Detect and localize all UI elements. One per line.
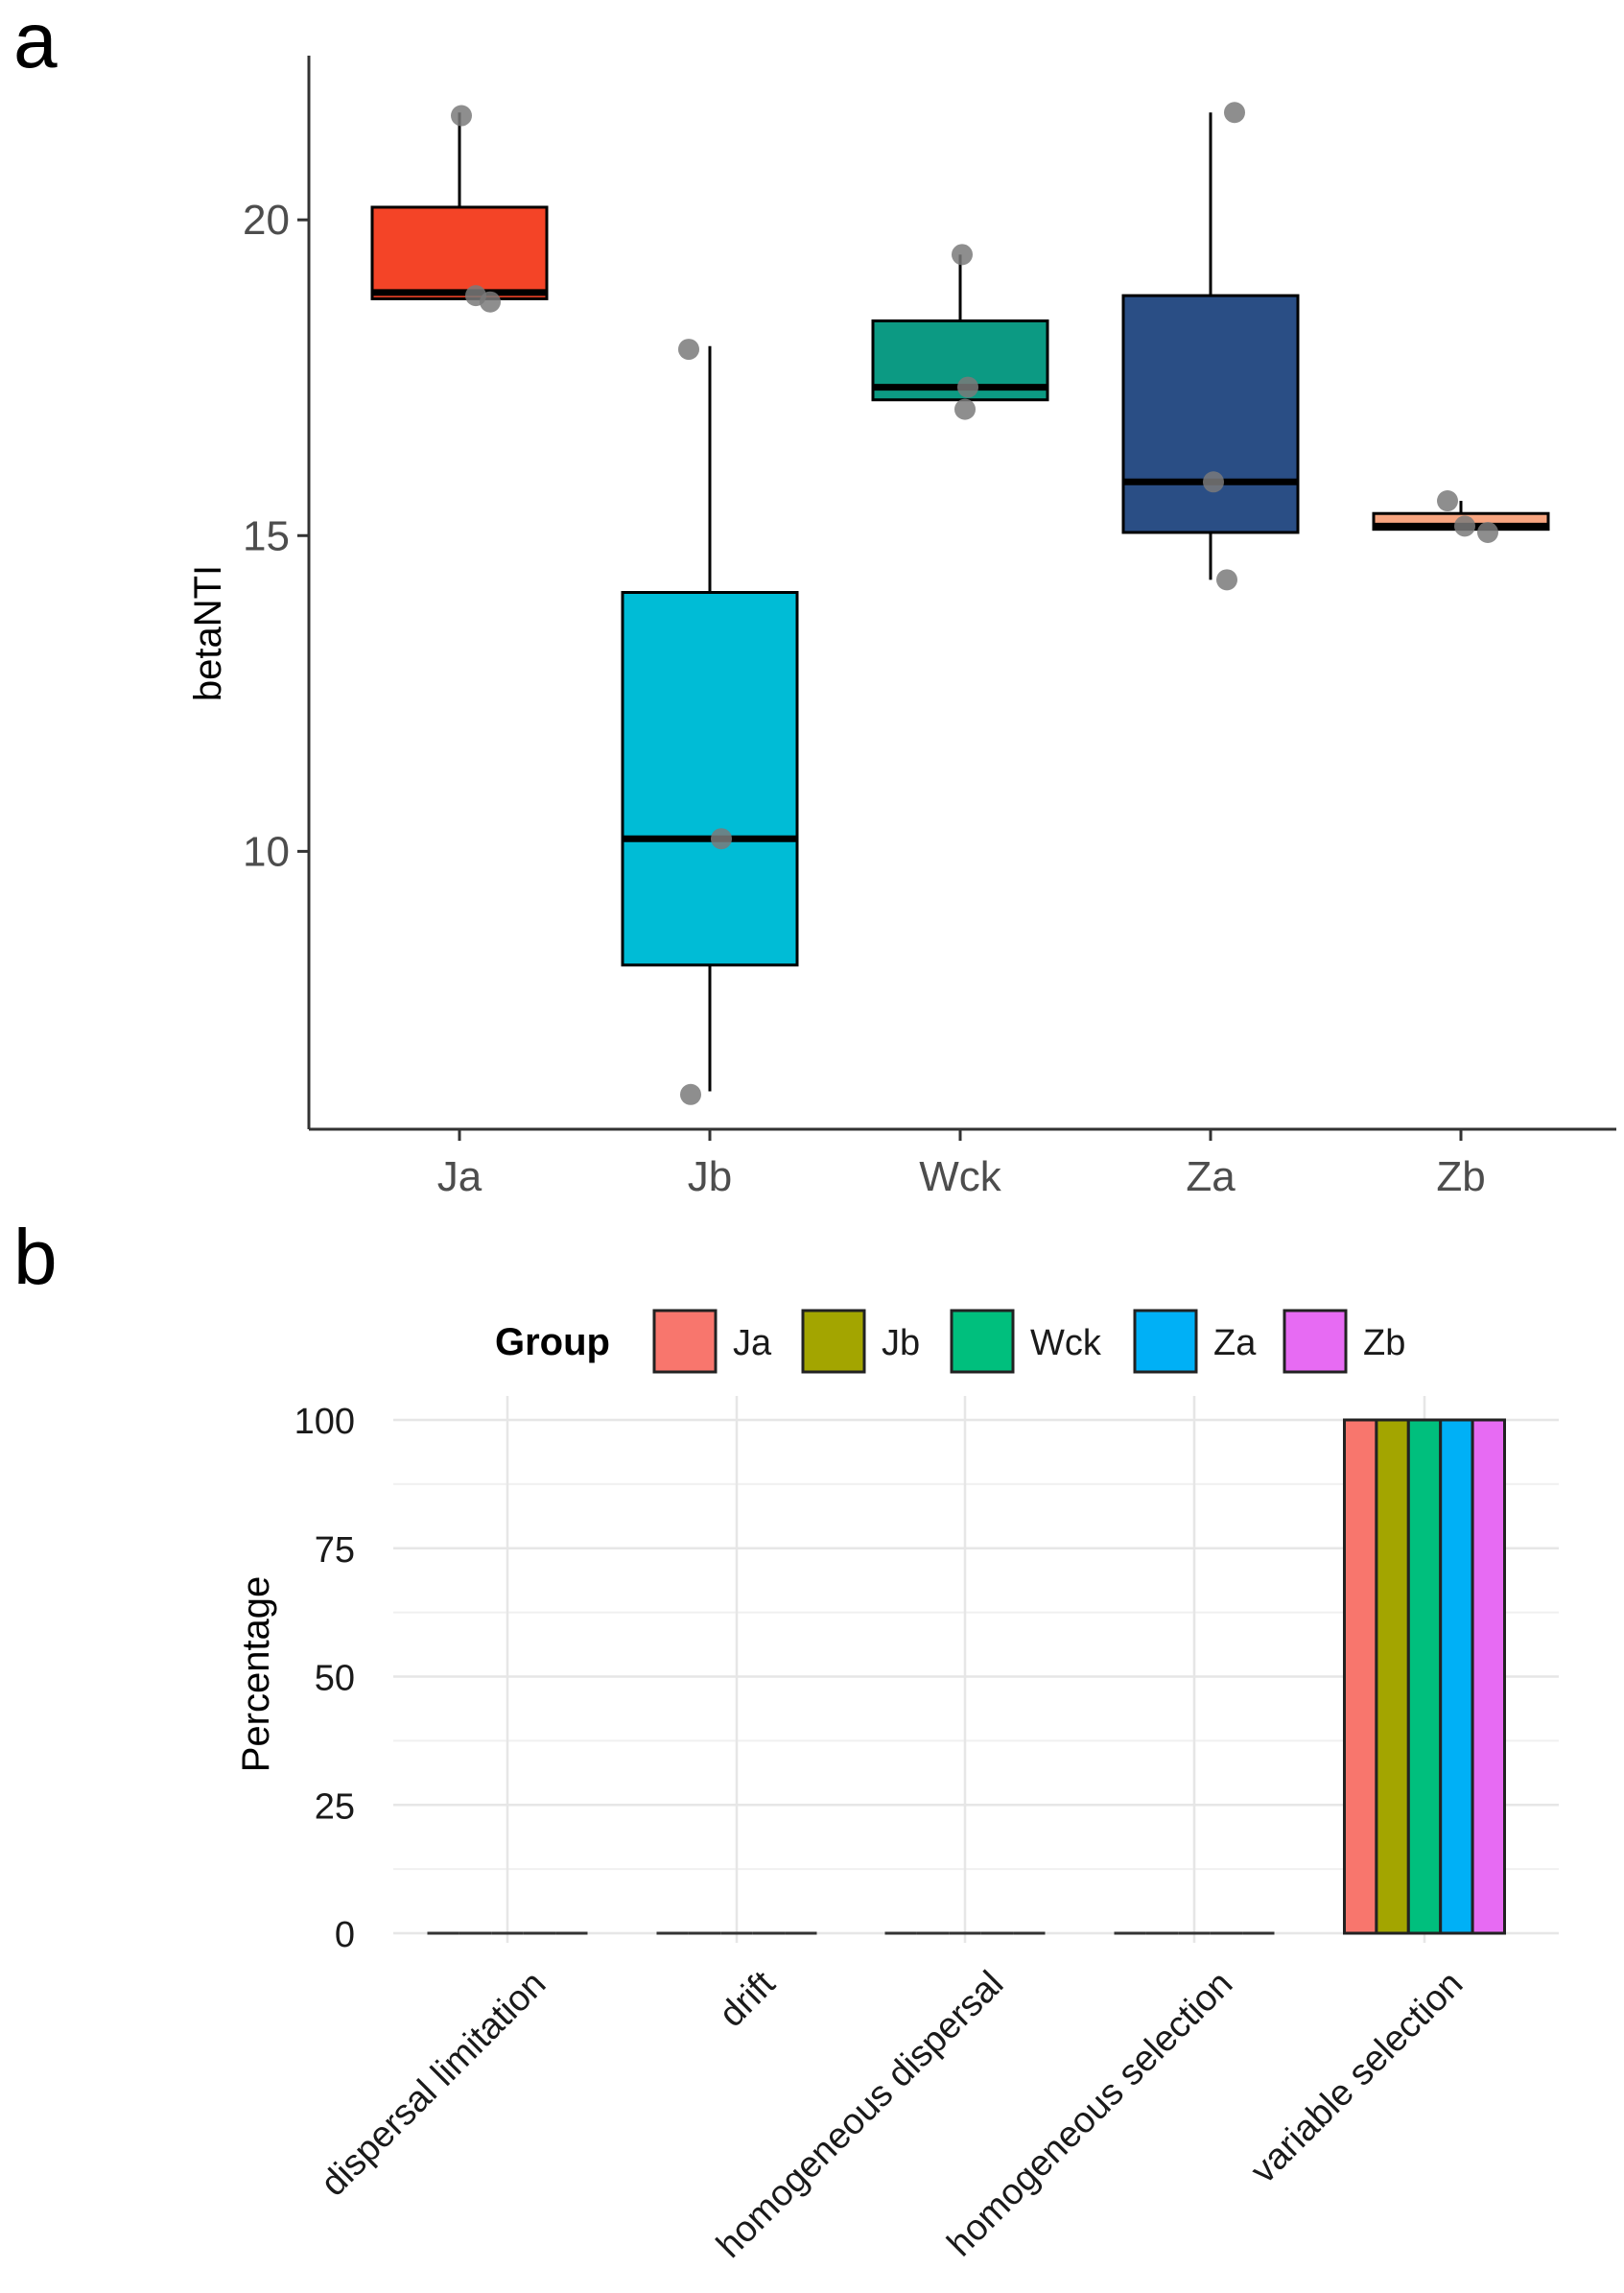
data-point-zb-1	[1437, 490, 1458, 512]
bar-variable-selection-jb	[1375, 1418, 1410, 1935]
y-tick-label-20: 20	[243, 197, 290, 244]
box-jb	[621, 345, 799, 1092]
box-body-za	[1121, 294, 1300, 534]
data-point-za-3	[1216, 569, 1237, 591]
data-point-za-1	[1224, 102, 1245, 124]
legend-swatch-ja	[652, 1309, 718, 1374]
legend-swatch-za	[1133, 1309, 1198, 1374]
data-point-zb-3	[1477, 521, 1498, 543]
legend-title: Group	[495, 1321, 610, 1363]
box-wck	[871, 254, 1049, 402]
x-tick-label-za: Za	[1186, 1153, 1236, 1200]
data-point-wck-3	[954, 398, 976, 420]
panel-label-b: b	[13, 1214, 58, 1301]
legend-label-wck: Wck	[1030, 1323, 1102, 1363]
bar-variable-selection-zb	[1471, 1418, 1506, 1935]
y-tick-label-b-50: 50	[315, 1659, 355, 1699]
y-tick-label-10: 10	[243, 828, 290, 875]
legend-label-zb: Zb	[1363, 1323, 1405, 1363]
data-point-wck-1	[952, 244, 973, 266]
y-tick-label-b-75: 75	[315, 1530, 355, 1571]
x-tick-label-b-dispersal-limitation: dispersal limitation	[314, 1964, 554, 2205]
legend-label-jb: Jb	[882, 1323, 920, 1363]
box-za	[1121, 112, 1300, 580]
box-ja	[370, 112, 549, 300]
y-tick-label-b-0: 0	[335, 1915, 355, 1955]
x-tick-label-ja: Ja	[437, 1153, 482, 1200]
legend-label-ja: Ja	[733, 1323, 772, 1363]
data-point-za-2	[1203, 471, 1224, 493]
legend-swatch-zb	[1283, 1309, 1348, 1374]
data-point-zb-2	[1454, 515, 1475, 537]
y-axis-title-b: Percentage	[235, 1576, 277, 1773]
box-body-jb	[621, 591, 799, 967]
bar-variable-selection-ja	[1343, 1418, 1378, 1935]
legend: Group Ja Jb Wck Za Zb	[495, 1309, 1405, 1374]
x-tick-label-wck: Wck	[919, 1153, 1002, 1200]
legend-label-za: Za	[1213, 1323, 1257, 1363]
data-point-ja-3	[480, 291, 501, 313]
x-tick-label-b-drift: drift	[712, 1963, 784, 2035]
y-tick-label-15: 15	[243, 512, 290, 559]
data-point-jb-3	[680, 1083, 701, 1105]
data-point-wck-2	[957, 376, 978, 398]
y-tick-label-b-25: 25	[315, 1786, 355, 1827]
x-tick-label-jb: Jb	[688, 1153, 732, 1200]
legend-swatch-wck	[950, 1309, 1015, 1374]
x-tick-label-zb: Zb	[1436, 1153, 1485, 1200]
bar-variable-selection-za	[1439, 1418, 1474, 1935]
legend-swatch-jb	[801, 1309, 866, 1374]
panel-label-a: a	[13, 0, 58, 84]
data-point-jb-1	[678, 339, 699, 361]
bar-variable-selection-wck	[1406, 1418, 1443, 1935]
y-tick-label-b-100: 100	[294, 1402, 355, 1442]
boxplot-panel: betaNTI 10 15 20 Ja Jb Wck Za Zb	[187, 56, 1616, 1200]
y-axis-title: betaNTI	[187, 565, 229, 701]
x-tick-label-b-variable-selection: variable selection	[1243, 1964, 1471, 2191]
data-point-jb-2	[711, 828, 732, 850]
box-body-ja	[370, 205, 549, 300]
bar-panel: Group Ja Jb Wck Za Zb Percentage 0 25 50 75 100 d…	[235, 1309, 1559, 2266]
data-point-ja-1	[451, 105, 472, 127]
